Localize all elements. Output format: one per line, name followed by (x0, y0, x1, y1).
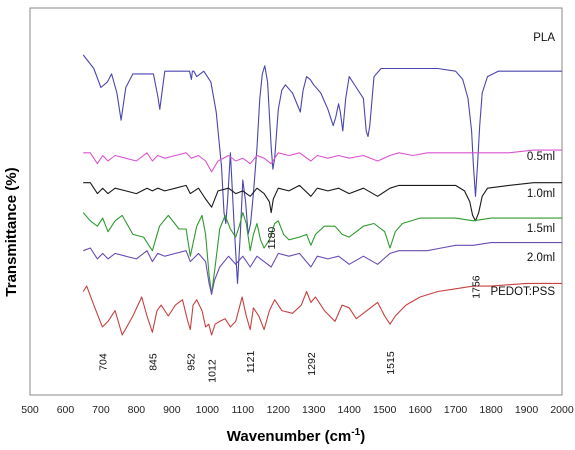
series-label: 1.5ml (527, 223, 555, 235)
x-tick-label: 1200 (267, 404, 291, 416)
series-line (82, 212, 562, 295)
x-tick-label: 1600 (408, 404, 432, 416)
x-tick-label: 800 (128, 404, 146, 416)
x-tick-label: 1000 (196, 404, 220, 416)
x-tick-label: 600 (57, 404, 75, 416)
peak-label: 1515 (385, 351, 397, 375)
x-tick-label: 2000 (550, 404, 574, 416)
peak-label: 704 (97, 353, 109, 371)
peak-label: 1292 (306, 352, 318, 376)
peak-label: 1012 (207, 359, 219, 383)
x-axis-title: Wavenumber (cm-1) (227, 427, 365, 445)
series-label: 2.0ml (527, 252, 555, 264)
series-label: PEDOT:PSS (490, 286, 555, 298)
y-axis-title: Transmittance (%) (3, 167, 20, 296)
peak-label: 952 (185, 353, 197, 371)
series-line (82, 54, 562, 284)
series-line (83, 149, 562, 173)
x-tick-label: 1400 (338, 404, 362, 416)
x-axis-ticks: 500 600 700 800 900 1000 1100 1200 1300 1400 1500 1… (21, 404, 574, 416)
series-line (83, 182, 562, 222)
x-tick-label: 1300 (302, 404, 326, 416)
peak-label: 1121 (245, 351, 257, 374)
x-tick-label: 900 (163, 404, 181, 416)
x-tick-label: 1900 (515, 404, 539, 416)
x-tick-label: 1700 (444, 404, 468, 416)
series-labels: PLA 0.5ml 1.0ml 1.5ml 2.0ml PEDOT:PSS (490, 32, 555, 298)
plot-area-frame (29, 7, 563, 396)
peak-labels: 704 845 952 1012 1121 1292 1515 1180 1756 (97, 227, 482, 383)
peak-label: 1180 (266, 227, 278, 250)
x-tick-label: 500 (21, 404, 39, 416)
x-tick-label: 700 (92, 404, 110, 416)
peak-label: 1756 (471, 275, 483, 299)
x-tick-label: 1100 (232, 404, 255, 416)
x-tick-label: 1500 (373, 404, 397, 416)
series-line (82, 282, 562, 336)
series-line (83, 242, 562, 295)
peak-label: 845 (147, 353, 159, 371)
series-label: 1.0ml (527, 188, 555, 200)
series-lines (82, 54, 562, 336)
x-tick-label: 1800 (479, 404, 503, 416)
series-label: 0.5ml (527, 151, 555, 163)
series-label: PLA (533, 32, 555, 44)
